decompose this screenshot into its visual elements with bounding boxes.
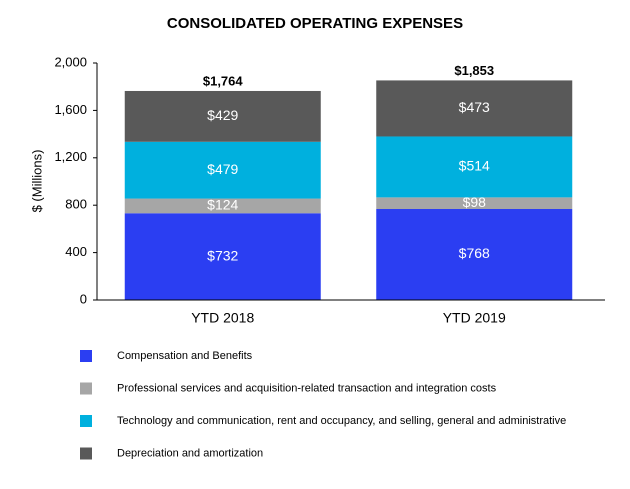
legend-swatch — [80, 447, 92, 460]
legend-label: Technology and communication, rent and o… — [117, 415, 566, 427]
bar-segment — [124, 213, 321, 300]
x-tick-label: YTD 2018 — [191, 310, 254, 326]
bar-segment — [124, 141, 321, 199]
data-label: $514 — [459, 158, 490, 174]
y-tick-label: 800 — [65, 197, 87, 212]
data-label: $768 — [459, 245, 490, 261]
y-tick-label: 1,600 — [54, 102, 87, 117]
y-tick-label: 0 — [80, 291, 87, 306]
data-label: $479 — [207, 161, 238, 177]
bar-segment — [376, 208, 573, 300]
legend-label: Professional services and acquisition-re… — [117, 382, 497, 394]
legend-swatch — [80, 350, 92, 362]
total-label: $1,764 — [203, 73, 244, 88]
legend-label: Compensation and Benefits — [117, 350, 253, 362]
bar-segment — [376, 197, 573, 209]
total-label: $1,853 — [454, 63, 494, 78]
legend-swatch — [80, 415, 92, 427]
data-label: $429 — [207, 107, 238, 123]
y-tick-label: 1,200 — [54, 149, 87, 164]
legend-label: Depreciation and amortization — [117, 447, 263, 459]
chart-title: CONSOLIDATED OPERATING EXPENSES — [167, 15, 463, 32]
y-axis-label: $ (Millions) — [29, 150, 44, 213]
y-tick-label: 400 — [65, 244, 87, 259]
bar-segment — [376, 136, 573, 198]
bar-segment — [124, 90, 321, 142]
bar-segment — [124, 198, 321, 214]
data-label: $732 — [207, 247, 238, 263]
bar-segment — [376, 80, 573, 137]
y-tick-label: 2,000 — [54, 54, 87, 69]
x-tick-label: YTD 2019 — [443, 310, 506, 326]
data-label: $473 — [459, 99, 490, 115]
data-label: $98 — [463, 194, 487, 210]
data-label: $124 — [207, 197, 238, 213]
legend-swatch — [80, 382, 92, 395]
